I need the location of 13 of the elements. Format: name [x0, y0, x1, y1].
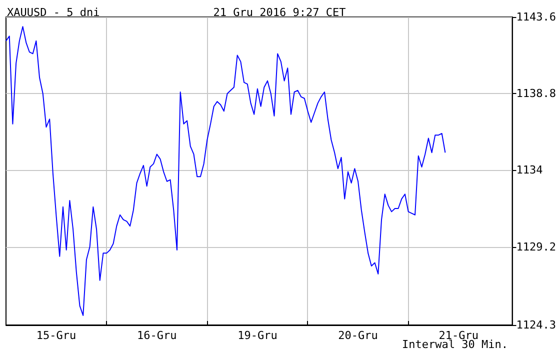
- y-tick-label: 1124.3: [516, 318, 556, 332]
- y-tick-label: 1143.6: [516, 10, 556, 24]
- chart-title: XAUUSD - 5 dni: [7, 6, 100, 19]
- y-tick-label: 1134: [516, 164, 544, 177]
- x-tick-label: 19-Gru: [238, 329, 278, 342]
- chart-subtitle: 21 Gru 2016 9:27 CET: [213, 6, 346, 19]
- x-tick-label: 15-Gru: [36, 329, 76, 342]
- y-tick-label: 1138.8: [516, 87, 556, 100]
- x-tick-label: 20-Gru: [338, 329, 378, 342]
- line-series: [6, 26, 446, 316]
- text: Interwal 30 Min.: [402, 338, 508, 351]
- y-tick-label: 1129.2: [516, 240, 556, 254]
- x-tick-label: 16-Gru: [137, 329, 177, 342]
